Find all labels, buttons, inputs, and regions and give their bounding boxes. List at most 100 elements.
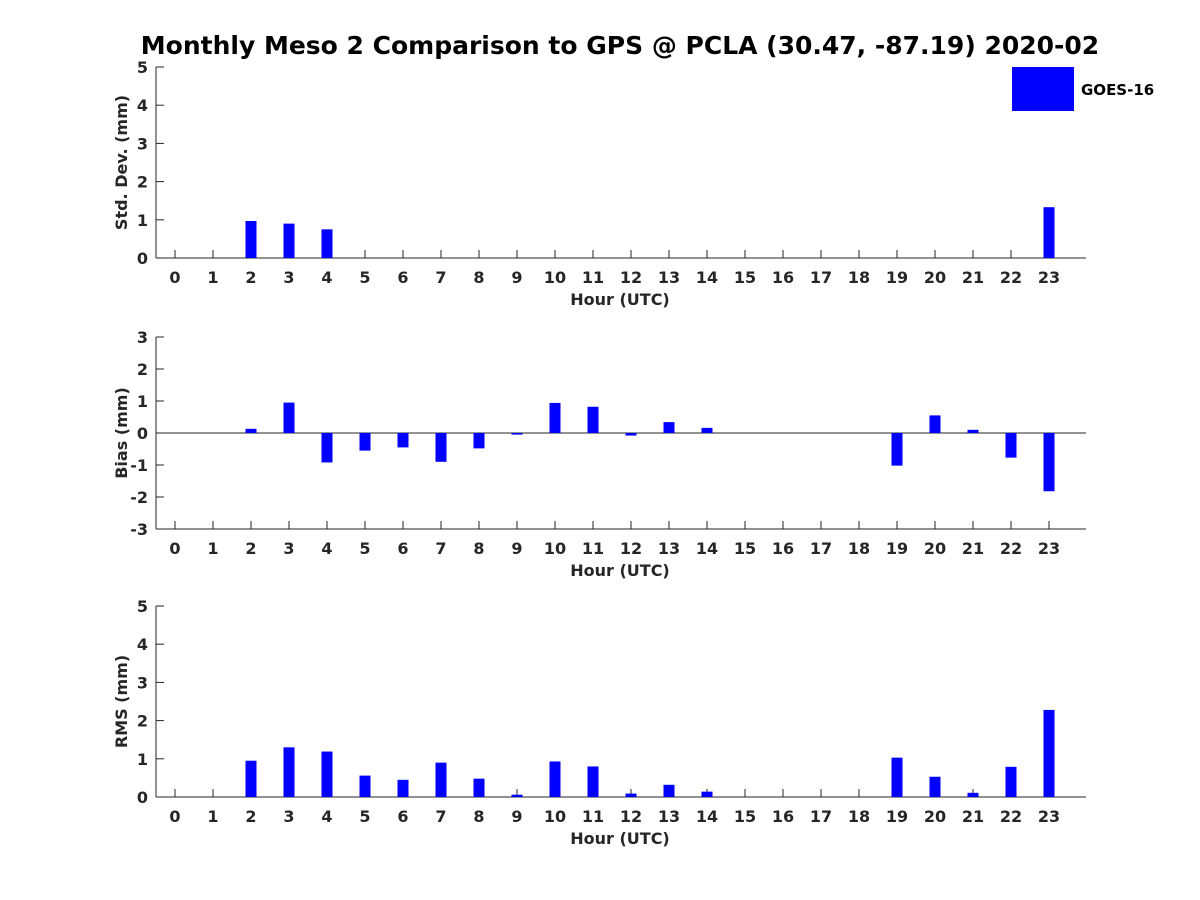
x-axis-label: Hour (UTC) <box>570 829 670 848</box>
bar-hour-7 <box>435 433 447 462</box>
x-tick-label: 0 <box>169 539 180 558</box>
bar-hour-13 <box>663 784 675 797</box>
y-tick-label: 4 <box>137 635 148 654</box>
y-tick-label: 2 <box>137 360 148 379</box>
y-tick-label: 3 <box>137 673 148 692</box>
x-tick-label: 16 <box>772 807 794 826</box>
x-tick-label: 15 <box>734 807 756 826</box>
x-tick-label: 13 <box>658 539 680 558</box>
bar-hour-2 <box>245 760 257 797</box>
x-tick-label: 8 <box>473 807 484 826</box>
y-axis-label: Bias (mm) <box>112 387 131 479</box>
x-tick-label: 5 <box>359 539 370 558</box>
x-tick-label: 7 <box>435 268 446 287</box>
y-tick-label: 0 <box>137 424 148 443</box>
x-tick-label: 1 <box>207 807 218 826</box>
x-tick-label: 14 <box>696 268 718 287</box>
x-tick-label: 0 <box>169 807 180 826</box>
x-tick-label: 19 <box>886 539 908 558</box>
bar-hour-12 <box>625 793 637 797</box>
x-tick-label: 9 <box>511 807 522 826</box>
bar-hour-22 <box>1005 766 1017 797</box>
bar-hour-23 <box>1043 207 1055 258</box>
x-tick-label: 3 <box>283 268 294 287</box>
x-tick-label: 3 <box>283 807 294 826</box>
bar-hour-8 <box>473 778 485 797</box>
y-tick-label: -2 <box>130 488 148 507</box>
bar-hour-7 <box>435 762 447 797</box>
x-tick-label: 4 <box>321 807 332 826</box>
bar-hour-6 <box>397 779 409 797</box>
x-tick-label: 15 <box>734 268 756 287</box>
x-tick-label: 9 <box>511 268 522 287</box>
x-tick-label: 1 <box>207 268 218 287</box>
bar-hour-4 <box>321 751 333 797</box>
x-tick-label: 11 <box>582 807 604 826</box>
legend-swatch-goes-16 <box>1012 67 1074 111</box>
bar-hour-5 <box>359 433 371 451</box>
bar-hour-14 <box>701 791 713 797</box>
bar-hour-21 <box>967 429 979 433</box>
x-axis-label: Hour (UTC) <box>570 561 670 580</box>
x-tick-label: 10 <box>544 539 566 558</box>
x-tick-label: 13 <box>658 807 680 826</box>
x-tick-label: 6 <box>397 539 408 558</box>
bar-hour-3 <box>283 223 295 258</box>
x-tick-label: 14 <box>696 807 718 826</box>
x-tick-label: 4 <box>321 268 332 287</box>
x-tick-label: 20 <box>924 539 946 558</box>
x-tick-label: 6 <box>397 807 408 826</box>
bar-hour-5 <box>359 775 371 797</box>
x-tick-label: 8 <box>473 539 484 558</box>
x-tick-label: 16 <box>772 268 794 287</box>
x-tick-label: 22 <box>1000 807 1022 826</box>
bar-hour-21 <box>967 792 979 797</box>
x-tick-label: 20 <box>924 807 946 826</box>
x-tick-label: 9 <box>511 539 522 558</box>
y-tick-label: 5 <box>137 597 148 616</box>
x-tick-label: 5 <box>359 807 370 826</box>
x-tick-label: 23 <box>1038 268 1060 287</box>
y-tick-label: 2 <box>137 712 148 731</box>
bar-hour-23 <box>1043 709 1055 797</box>
x-tick-label: 17 <box>810 539 832 558</box>
x-tick-label: 15 <box>734 539 756 558</box>
bar-hour-23 <box>1043 433 1055 492</box>
y-axis-label: Std. Dev. (mm) <box>112 95 131 230</box>
x-tick-label: 16 <box>772 539 794 558</box>
x-tick-label: 23 <box>1038 539 1060 558</box>
bar-hour-4 <box>321 433 333 463</box>
x-tick-label: 19 <box>886 807 908 826</box>
y-tick-label: 5 <box>137 58 148 77</box>
bar-hour-22 <box>1005 433 1017 458</box>
y-tick-label: 1 <box>137 211 148 230</box>
x-tick-label: 17 <box>810 807 832 826</box>
x-tick-label: 5 <box>359 268 370 287</box>
x-tick-label: 2 <box>245 807 256 826</box>
x-tick-label: 10 <box>544 268 566 287</box>
x-tick-label: 2 <box>245 539 256 558</box>
y-tick-label: 2 <box>137 173 148 192</box>
y-tick-label: 0 <box>137 249 148 268</box>
bar-hour-2 <box>245 220 257 258</box>
y-axis-label: RMS (mm) <box>112 655 131 748</box>
x-tick-label: 4 <box>321 539 332 558</box>
x-tick-label: 21 <box>962 539 984 558</box>
bar-hour-4 <box>321 229 333 258</box>
legend: GOES-16 <box>1012 67 1154 111</box>
x-tick-label: 19 <box>886 268 908 287</box>
x-tick-label: 13 <box>658 268 680 287</box>
x-tick-label: 11 <box>582 268 604 287</box>
x-tick-label: 23 <box>1038 807 1060 826</box>
bar-hour-6 <box>397 433 409 448</box>
bar-hour-13 <box>663 422 675 433</box>
x-tick-label: 18 <box>848 807 870 826</box>
bar-hour-10 <box>549 402 561 433</box>
x-tick-label: 21 <box>962 807 984 826</box>
y-tick-label: 1 <box>137 750 148 769</box>
x-tick-label: 2 <box>245 268 256 287</box>
x-tick-label: 7 <box>435 539 446 558</box>
